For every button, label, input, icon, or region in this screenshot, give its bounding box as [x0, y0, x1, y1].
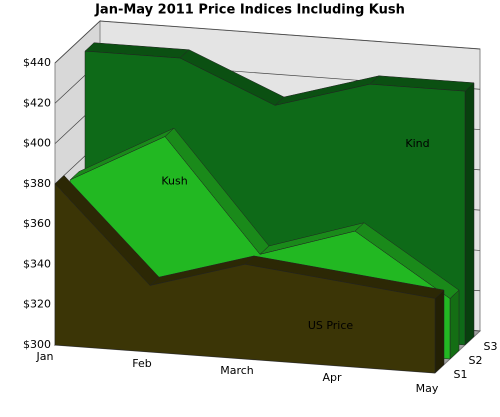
- x-tick-label: March: [220, 364, 254, 377]
- series-label: Kind: [405, 137, 429, 150]
- y-tick-label: $300: [23, 338, 51, 351]
- y-tick-label: $440: [23, 56, 51, 69]
- depth-label: S2: [469, 354, 483, 367]
- area: [54, 183, 436, 374]
- y-tick-label: $320: [23, 298, 51, 311]
- grid-line: [54, 20, 481, 64]
- depth-label: S3: [484, 340, 498, 353]
- x-tick-label: Jan: [36, 350, 54, 363]
- area-end: [434, 289, 445, 374]
- y-tick-label: $360: [23, 217, 51, 230]
- y-tick-label: $340: [23, 257, 51, 270]
- x-tick-label: May: [416, 382, 439, 395]
- x-tick-label: Feb: [132, 357, 151, 370]
- chart-title: Jan-May 2011 Price Indices Including Kus…: [94, 3, 405, 18]
- x-tick-label: Apr: [322, 371, 342, 384]
- area-end: [464, 82, 475, 346]
- depth-label: S1: [454, 368, 468, 381]
- area-end: [449, 289, 460, 360]
- y-tick-label: $380: [23, 177, 51, 190]
- series-label: US Price: [308, 319, 354, 332]
- series-label: Kush: [161, 175, 187, 188]
- y-tick-label: $420: [23, 96, 51, 109]
- y-tick-label: $400: [23, 137, 51, 150]
